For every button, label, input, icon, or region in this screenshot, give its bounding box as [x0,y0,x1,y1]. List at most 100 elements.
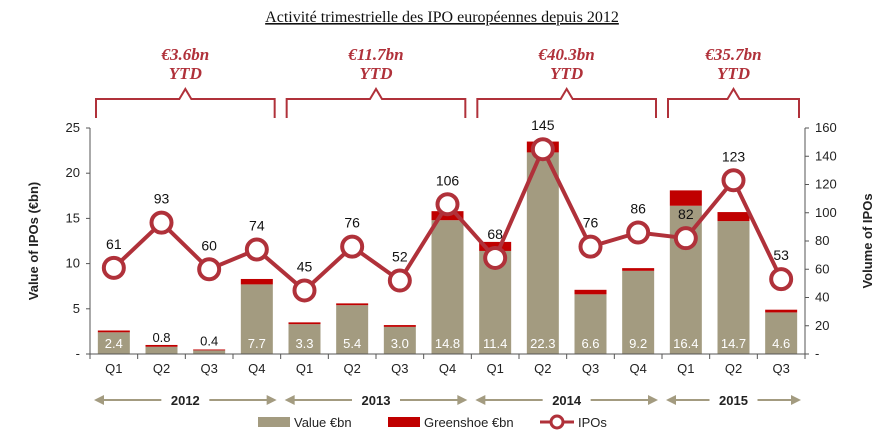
legend-swatch-value [258,417,290,427]
value-bar [622,270,655,354]
greenshoe-bar [574,289,607,295]
ipos-label: 123 [722,148,746,164]
year-arrowhead-right [648,395,658,405]
ipos-label: 76 [344,215,360,231]
y-tick-label-right: 120 [815,177,837,192]
y-tick-label-left: 25 [66,120,80,135]
ytd-bracket [476,87,657,118]
value-bar [383,326,416,354]
year-arrowhead-left [94,395,104,405]
value-label: 5.4 [343,336,361,351]
ytd-value: €11.7bn [347,45,403,64]
y-tick-label-right: 140 [815,148,837,163]
year-label: 2014 [552,393,582,408]
ipos-point [435,192,460,217]
ipos-label: 76 [583,215,599,231]
ipos-label: 52 [392,249,408,265]
greenshoe-bar [288,322,321,325]
value-label: 0.8 [152,330,170,345]
greenshoe-bar [145,344,178,347]
ipos-label: 86 [630,201,646,217]
year-label: 2013 [362,393,391,408]
greenshoe-bar [336,303,369,306]
y-tick-label-left: 15 [66,210,80,225]
ipos-label: 82 [678,206,694,222]
value-label: 2.4 [105,336,123,351]
x-tick-label: Q2 [343,361,360,376]
year-arrowhead-left [475,395,486,405]
value-bar [145,346,178,354]
ytd-label: YTD [550,64,583,83]
value-bar [336,305,369,354]
x-tick-label: Q4 [439,361,456,376]
value-label: 3.0 [391,336,409,351]
ytd-bracket [95,87,276,118]
ipos-label: 68 [487,226,503,242]
value-bar [765,312,798,354]
ipos-point [292,278,317,303]
ytd-value: €3.6bn [160,45,209,64]
ipos-label: 145 [531,117,555,133]
ipos-point [340,234,365,259]
greenshoe-bar [669,190,702,206]
ipos-label: 53 [773,247,789,263]
year-arrowhead-right [791,395,801,405]
year-arrowhead-right [266,395,277,405]
ipos-label: 106 [436,172,460,188]
value-bar [97,332,130,354]
legend-label-ipos: IPOs [578,415,607,430]
y-tick-label-right: 40 [815,290,829,305]
value-label: 16.4 [673,336,698,351]
x-tick-label: Q2 [534,361,551,376]
value-label: 14.7 [721,336,746,351]
legend-marker-ipos [549,414,565,430]
greenshoe-bar [622,268,655,271]
ipos-label: 61 [106,236,122,252]
greenshoe-bar [717,212,750,222]
y-axis-title-right: Volume of IPOs [860,193,875,288]
value-label: 14.8 [435,336,460,351]
value-label: 3.3 [295,336,313,351]
y-tick-label-right: 80 [815,233,829,248]
ipos-point [149,210,174,235]
value-bar [288,324,321,354]
y-tick-label-left: 20 [66,165,80,180]
y-tick-label-left: 5 [73,301,80,316]
year-label: 2012 [171,393,200,408]
x-tick-label: Q3 [582,361,599,376]
x-tick-label: Q1 [486,361,503,376]
ipos-label: 74 [249,217,265,233]
chart-title: Activité trimestrielle des IPO européenn… [265,9,619,26]
x-tick-label: Q2 [153,361,170,376]
y-tick-label-left: - [76,346,80,361]
year-label: 2015 [719,393,748,408]
x-tick-label: Q1 [296,361,313,376]
value-label: 11.4 [483,336,507,351]
ytd-value: €35.7bn [704,45,761,64]
greenshoe-bar [383,325,416,327]
ipos-point [101,255,126,280]
ipos-point [483,245,508,270]
legend-label-value: Value €bn [294,415,352,430]
x-tick-label: Q2 [725,361,742,376]
y-tick-label-right: 160 [815,120,837,135]
value-label: 6.6 [581,336,599,351]
value-label: 22.3 [530,336,555,351]
ipos-point [244,237,269,262]
value-label: 0.4 [200,333,218,348]
ipos-point [673,226,698,251]
ipos-label: 93 [154,191,170,207]
ipos-point [721,168,746,193]
greenshoe-bar [193,349,226,351]
greenshoe-bar [240,278,273,285]
value-bar [431,220,464,354]
value-bar [240,284,273,354]
ipos-label: 60 [201,237,217,253]
year-arrowhead-right [457,395,468,405]
y-tick-label-right: 100 [815,205,837,220]
value-bar [717,221,750,354]
ipos-point [626,220,651,245]
y-tick-label-right: 60 [815,261,829,276]
legend-swatch-greenshoe [388,417,420,427]
